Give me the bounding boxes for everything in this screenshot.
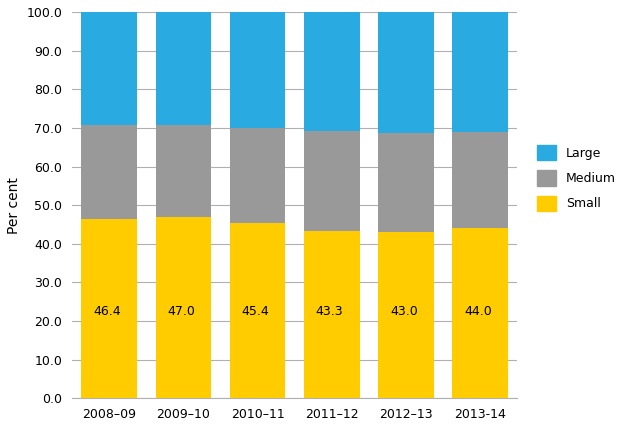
Text: 43.0: 43.0	[390, 305, 418, 318]
Bar	[81, 219, 137, 398]
Bar	[304, 131, 360, 231]
Text: 47.0: 47.0	[167, 305, 195, 318]
Text: 43.3: 43.3	[316, 305, 343, 318]
Bar	[230, 223, 286, 398]
Legend: Large, Medium, Small: Large, Medium, Small	[533, 140, 621, 216]
Bar	[230, 12, 286, 128]
Bar	[304, 12, 360, 131]
Bar	[378, 12, 434, 133]
Bar	[155, 125, 211, 217]
Bar	[81, 12, 137, 125]
Text: 46.4: 46.4	[93, 305, 121, 318]
Text: 45.4: 45.4	[242, 305, 269, 318]
Bar	[452, 228, 508, 398]
Y-axis label: Per cent: Per cent	[7, 177, 21, 234]
Bar	[452, 133, 508, 228]
Bar	[452, 12, 508, 133]
Bar	[81, 125, 137, 219]
Text: 44.0: 44.0	[464, 305, 492, 318]
Bar	[155, 217, 211, 398]
Bar	[304, 231, 360, 398]
Bar	[155, 12, 211, 125]
Bar	[378, 133, 434, 232]
Bar	[378, 232, 434, 398]
Bar	[230, 128, 286, 223]
